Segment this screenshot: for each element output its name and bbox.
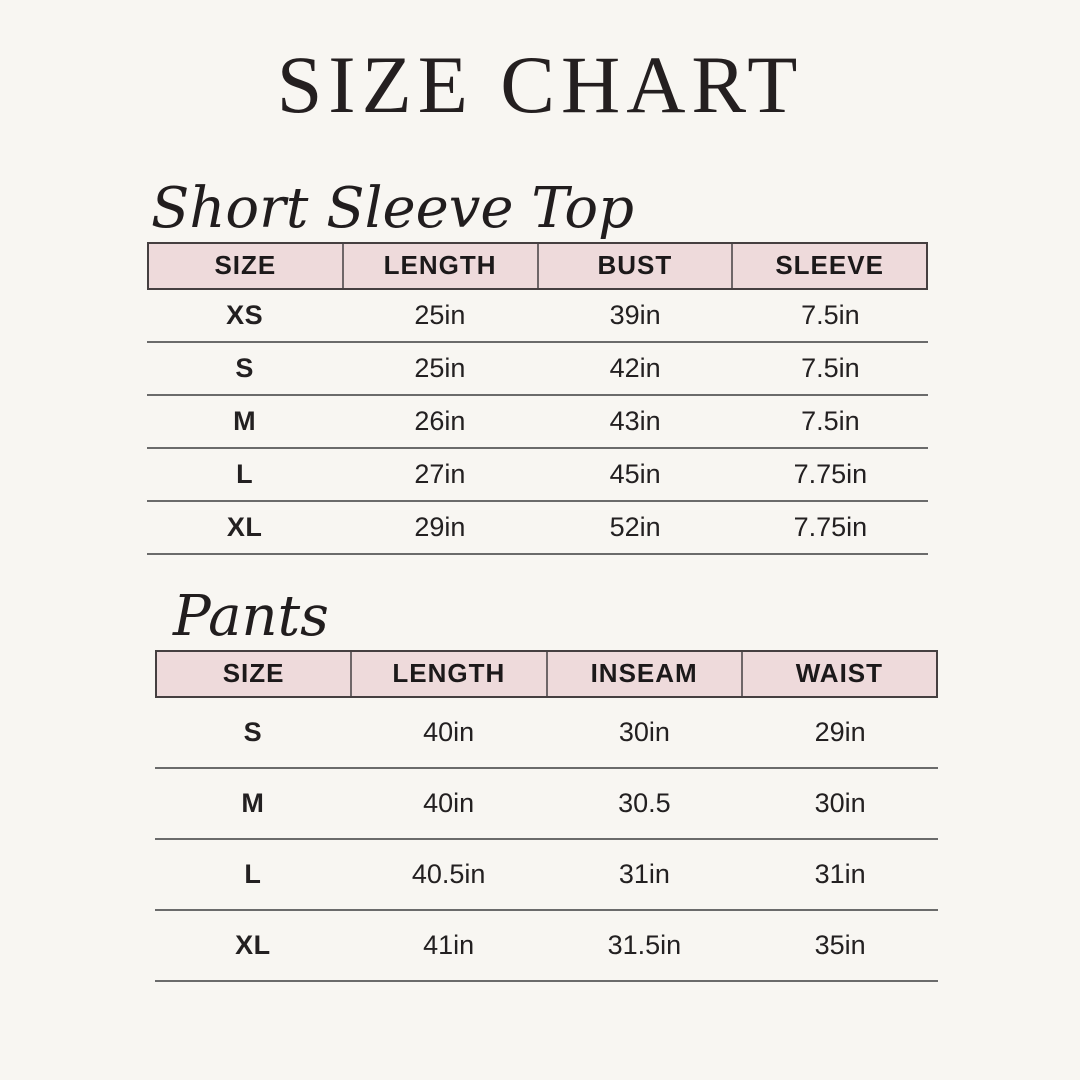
measurement-cell: 7.5in <box>801 352 860 383</box>
measurement-cell: 29in <box>814 716 866 747</box>
measurement-cell: 52in <box>609 511 661 542</box>
measurement-cell: 40in <box>423 716 475 747</box>
measurement-cell: 31in <box>814 858 866 889</box>
measurement-cell: 39in <box>609 299 661 330</box>
table-row: M 26in 43in 7.5in <box>147 396 928 449</box>
tops-header-row: SIZE LENGTH BUST SLEEVE <box>147 241 928 290</box>
measurement-cell: 40.5in <box>411 858 486 889</box>
measurement-cell: 29in <box>414 511 466 542</box>
size-cell: XL <box>235 929 271 960</box>
tops-table: SIZE LENGTH BUST SLEEVE XS 25in 39in 7.5… <box>147 241 928 555</box>
tops-section: Short Sleeve Top SIZE LENGTH BUST SLEEVE… <box>147 178 928 555</box>
size-cell: S <box>243 716 263 747</box>
measurement-cell: 27in <box>414 458 466 489</box>
column-header-sleeve: SLEEVE <box>731 243 926 288</box>
table-row: S 25in 42in 7.5in <box>147 343 928 396</box>
size-cell: M <box>233 405 257 436</box>
table-row: L 27in 45in 7.75in <box>147 449 928 502</box>
measurement-cell: 30in <box>618 716 670 747</box>
measurement-cell: 42in <box>609 352 661 383</box>
size-cell: L <box>244 858 262 889</box>
measurement-cell: 7.5in <box>801 299 860 330</box>
measurement-cell: 31in <box>618 858 670 889</box>
size-cell: XL <box>226 511 263 542</box>
table-row: M 40in 30.5 30in <box>155 769 938 840</box>
table-row: L 40.5in 31in 31in <box>155 840 938 911</box>
measurement-cell: 30in <box>814 787 866 818</box>
measurement-cell: 25in <box>414 299 466 330</box>
measurement-cell: 40in <box>423 787 475 818</box>
column-header-size: SIZE <box>222 658 285 689</box>
pants-heading: Pants <box>173 584 329 649</box>
measurement-cell: 41in <box>423 929 475 960</box>
measurement-cell: 26in <box>414 405 466 436</box>
measurement-cell: 7.5in <box>801 405 860 436</box>
pants-section: Pants SIZE LENGTH INSEAM WAIST S 40in 30… <box>155 586 938 982</box>
measurement-cell: 7.75in <box>793 511 868 542</box>
table-row: XL 41in 31.5in 35in <box>155 911 938 982</box>
measurement-cell: 7.75in <box>793 458 868 489</box>
column-header-length: LENGTH <box>341 243 537 288</box>
size-cell: M <box>241 787 265 818</box>
measurement-cell: 25in <box>414 352 466 383</box>
column-header-bust: BUST <box>536 243 732 288</box>
tops-heading: Short Sleeve Top <box>151 176 634 241</box>
page-title: SIZE CHART <box>276 39 804 130</box>
size-cell: XS <box>226 299 264 330</box>
table-row: XL 29in 52in 7.75in <box>147 502 928 555</box>
measurement-cell: 35in <box>814 929 866 960</box>
column-header-length: LENGTH <box>350 651 545 696</box>
pants-header-row: SIZE LENGTH INSEAM WAIST <box>155 649 938 698</box>
measurement-cell: 45in <box>609 458 661 489</box>
size-cell: L <box>236 458 254 489</box>
table-row: S 40in 30in 29in <box>155 698 938 769</box>
measurement-cell: 31.5in <box>607 929 682 960</box>
column-header-size: SIZE <box>214 250 277 281</box>
column-header-inseam: INSEAM <box>545 651 741 696</box>
measurement-cell: 43in <box>609 405 661 436</box>
pants-table: SIZE LENGTH INSEAM WAIST S 40in 30in 29i… <box>155 649 938 982</box>
table-row: XS 25in 39in 7.5in <box>147 290 928 343</box>
column-header-waist: WAIST <box>740 651 936 696</box>
measurement-cell: 30.5 <box>618 787 671 818</box>
size-cell: S <box>235 352 254 383</box>
